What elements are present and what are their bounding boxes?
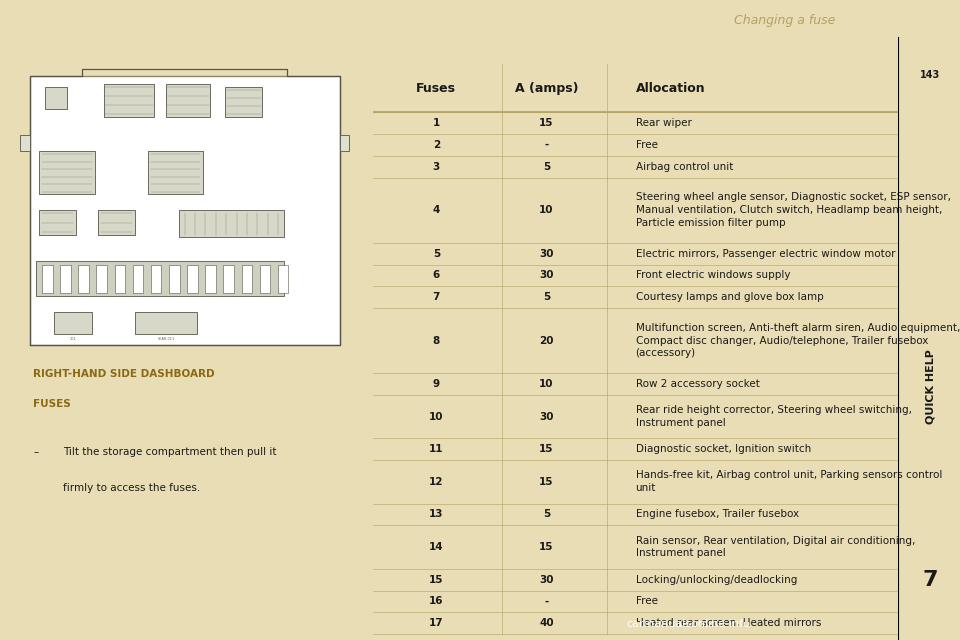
Text: -: -: [544, 596, 548, 606]
Bar: [104, 84, 154, 116]
Text: 13: 13: [429, 509, 444, 520]
Bar: [205, 265, 216, 293]
Bar: [36, 261, 284, 296]
Bar: [166, 84, 209, 116]
Bar: [151, 265, 161, 293]
Text: 2: 2: [433, 140, 440, 150]
Text: 5: 5: [542, 162, 550, 172]
Bar: [242, 265, 252, 293]
Text: Front electric windows supply: Front electric windows supply: [636, 271, 790, 280]
Bar: [148, 152, 204, 195]
Bar: [60, 265, 71, 293]
Text: 15: 15: [540, 542, 554, 552]
Text: -: -: [544, 140, 548, 150]
Text: 30: 30: [540, 575, 554, 585]
Bar: [278, 265, 289, 293]
Text: Engine fusebox, Trailer fusebox: Engine fusebox, Trailer fusebox: [636, 509, 799, 520]
Text: Hands-free kit, Airbag control unit, Parking sensors control
unit: Hands-free kit, Airbag control unit, Par…: [636, 470, 942, 493]
Text: 15: 15: [540, 444, 554, 454]
Text: 101: 101: [70, 337, 77, 340]
Bar: [340, 135, 349, 152]
Text: 6: 6: [433, 271, 440, 280]
Text: 7: 7: [923, 570, 938, 589]
Bar: [42, 265, 53, 293]
Text: Diagnostic socket, Ignition switch: Diagnostic socket, Ignition switch: [636, 444, 811, 454]
Text: Allocation: Allocation: [636, 82, 706, 95]
Bar: [96, 265, 107, 293]
Text: 10: 10: [540, 379, 554, 389]
Text: Electric mirrors, Passenger electric window motor: Electric mirrors, Passenger electric win…: [636, 249, 895, 259]
Text: 1: 1: [433, 118, 440, 129]
Bar: [169, 265, 180, 293]
Text: Multifunction screen, Anti-theft alarm siren, Audio equipment,
Compact disc chan: Multifunction screen, Anti-theft alarm s…: [636, 323, 960, 358]
Bar: [39, 152, 95, 195]
Text: FUSES: FUSES: [34, 399, 71, 409]
Text: 40: 40: [540, 618, 554, 628]
Bar: [20, 135, 30, 152]
Text: A (amps): A (amps): [515, 82, 578, 95]
Bar: [132, 265, 143, 293]
Text: 16: 16: [429, 596, 444, 606]
Text: 30: 30: [540, 249, 554, 259]
Text: 143: 143: [920, 70, 940, 80]
Text: 15: 15: [540, 477, 554, 487]
Text: 14: 14: [429, 542, 444, 552]
Bar: [45, 87, 67, 109]
Text: carmanualsonline.info: carmanualsonline.info: [626, 619, 750, 629]
Text: 15: 15: [540, 118, 554, 129]
Text: 5: 5: [542, 292, 550, 302]
Bar: [224, 265, 234, 293]
Text: Fuses: Fuses: [417, 82, 456, 95]
Text: 30: 30: [540, 271, 554, 280]
Text: Free: Free: [636, 596, 658, 606]
Text: 9: 9: [433, 379, 440, 389]
Bar: [98, 211, 135, 235]
Text: 5: 5: [433, 249, 440, 259]
Bar: [30, 76, 340, 344]
Bar: [226, 87, 262, 116]
Bar: [39, 211, 76, 235]
Text: 30: 30: [540, 412, 554, 422]
Text: 10: 10: [540, 205, 554, 215]
Text: Tilt the storage compartment then pull it: Tilt the storage compartment then pull i…: [62, 447, 276, 457]
Text: Rear wiper: Rear wiper: [636, 118, 691, 129]
Text: 10: 10: [429, 412, 444, 422]
Text: Heated rear screen, Heated mirrors: Heated rear screen, Heated mirrors: [636, 618, 821, 628]
Bar: [114, 265, 125, 293]
Text: QUICK HELP: QUICK HELP: [925, 349, 935, 424]
Bar: [260, 265, 271, 293]
Text: 12: 12: [429, 477, 444, 487]
Bar: [79, 265, 89, 293]
Text: 17: 17: [429, 618, 444, 628]
Text: 4: 4: [433, 205, 440, 215]
Text: 20: 20: [540, 335, 554, 346]
Text: –: –: [34, 447, 38, 457]
Text: Row 2 accessory socket: Row 2 accessory socket: [636, 379, 759, 389]
Text: Courtesy lamps and glove box lamp: Courtesy lamps and glove box lamp: [636, 292, 824, 302]
Text: Locking/unlocking/deadlocking: Locking/unlocking/deadlocking: [636, 575, 797, 585]
Text: RIGHT-HAND SIDE DASHBOARD: RIGHT-HAND SIDE DASHBOARD: [34, 369, 215, 379]
Text: 5: 5: [542, 509, 550, 520]
Text: Airbag control unit: Airbag control unit: [636, 162, 732, 172]
Bar: [55, 312, 91, 334]
Bar: [187, 265, 198, 293]
Text: 15: 15: [429, 575, 444, 585]
Text: 8: 8: [433, 335, 440, 346]
Bar: [179, 211, 284, 237]
Text: Changing a fuse: Changing a fuse: [733, 14, 835, 27]
Text: SEAR-011: SEAR-011: [157, 337, 175, 340]
Text: Rear ride height corrector, Steering wheel switching,
Instrument panel: Rear ride height corrector, Steering whe…: [636, 405, 912, 428]
Text: 3: 3: [433, 162, 440, 172]
Text: firmly to access the fuses.: firmly to access the fuses.: [62, 483, 200, 493]
Bar: [135, 312, 197, 334]
Text: Rain sensor, Rear ventilation, Digital air conditioning,
Instrument panel: Rain sensor, Rear ventilation, Digital a…: [636, 536, 915, 559]
Text: Free: Free: [636, 140, 658, 150]
Text: 11: 11: [429, 444, 444, 454]
Text: Steering wheel angle sensor, Diagnostic socket, ESP sensor,
Manual ventilation, : Steering wheel angle sensor, Diagnostic …: [636, 193, 950, 228]
Text: 7: 7: [433, 292, 440, 302]
